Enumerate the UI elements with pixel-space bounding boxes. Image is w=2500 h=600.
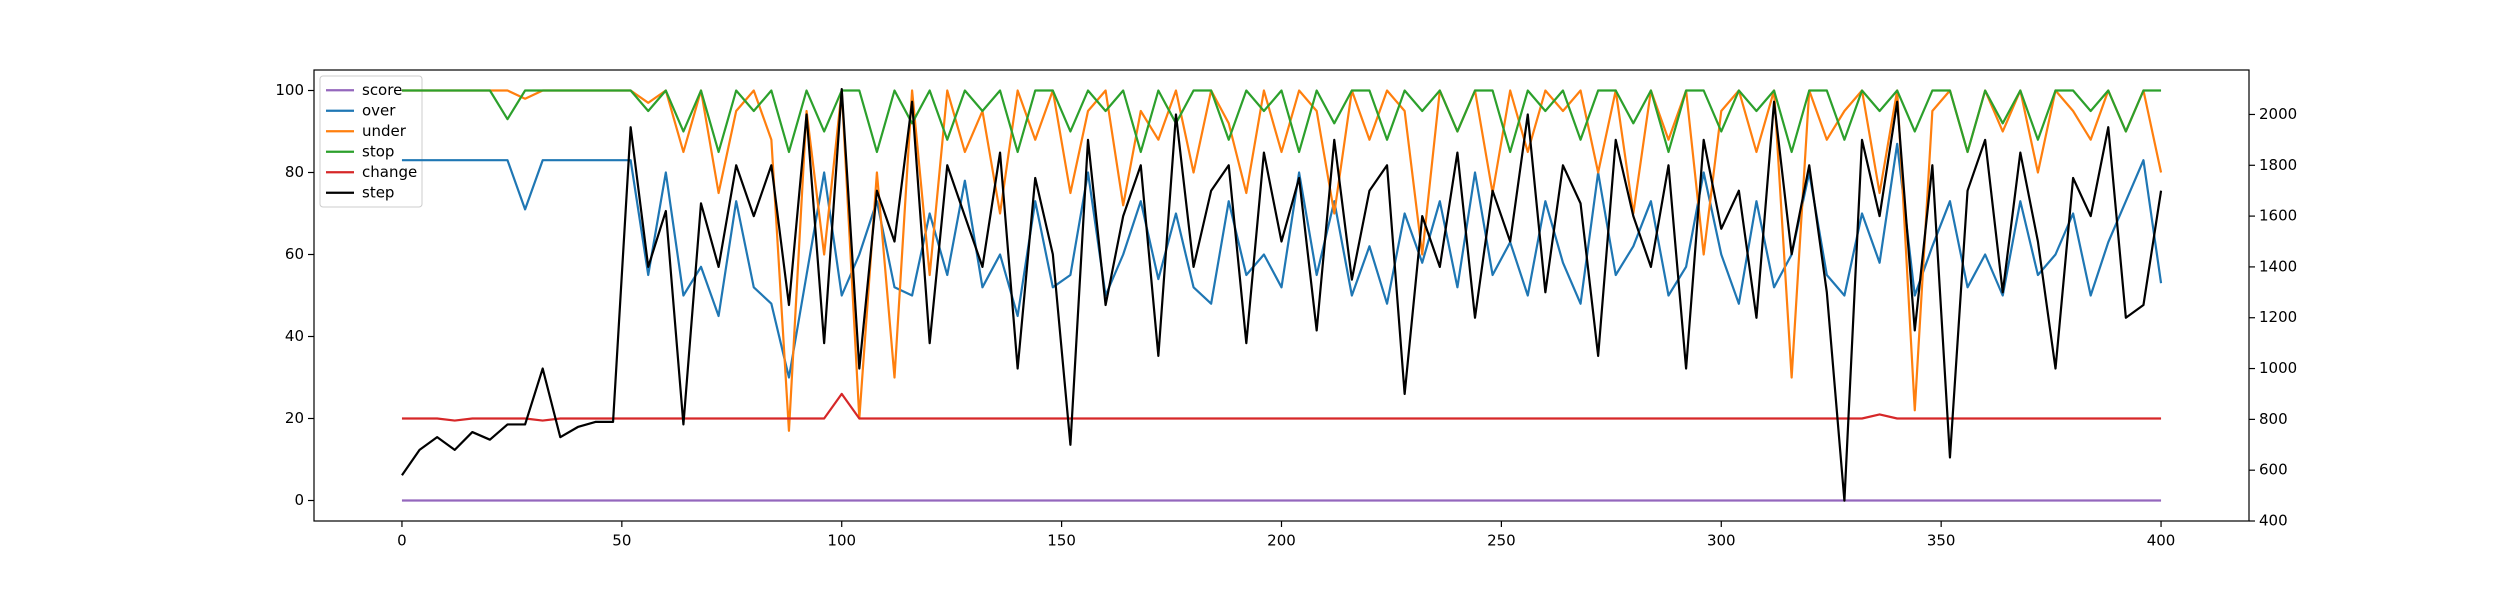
x-tick-label: 50 xyxy=(612,532,631,550)
y2-tick-label: 800 xyxy=(2259,410,2288,428)
series-line xyxy=(401,142,2163,379)
x-tick-label: 150 xyxy=(1047,532,1076,550)
legend-label: over xyxy=(362,101,396,119)
series-line xyxy=(401,89,2162,154)
y2-tick-label: 1200 xyxy=(2259,308,2297,326)
legend-label: stop xyxy=(362,142,394,160)
legend-label: score xyxy=(362,81,402,99)
x-tick-label: 0 xyxy=(397,532,407,550)
x-tick-label: 300 xyxy=(1707,532,1736,550)
plot-frame xyxy=(313,69,2250,522)
x-tick-label: 100 xyxy=(827,532,856,550)
y-tick-label: 60 xyxy=(285,245,304,263)
series-line xyxy=(401,89,2163,432)
y2-tick-label: 600 xyxy=(2259,461,2288,479)
y-tick-label: 20 xyxy=(285,409,304,427)
y2-tick-label: 2000 xyxy=(2259,105,2297,123)
legend-box xyxy=(319,75,423,208)
series-line xyxy=(401,87,2163,502)
x-tick-label: 350 xyxy=(1927,532,1956,550)
y-tick-label: 100 xyxy=(275,81,304,99)
y2-tick-label: 1800 xyxy=(2259,156,2297,174)
x-tick-label: 200 xyxy=(1267,532,1296,550)
legend-label: change xyxy=(362,163,417,181)
y2-tick-label: 1000 xyxy=(2259,359,2297,377)
y2-tick-label: 1400 xyxy=(2259,257,2297,275)
y-tick-label: 40 xyxy=(285,327,304,345)
y2-tick-label: 1600 xyxy=(2259,207,2297,225)
legend: score over under stop change step xyxy=(319,75,423,208)
legend-label: step xyxy=(362,183,394,201)
legend-label: under xyxy=(362,122,407,140)
y-tick-label: 80 xyxy=(285,163,304,181)
series-line xyxy=(401,392,2162,422)
x-tick-label: 250 xyxy=(1487,532,1516,550)
y-tick-label: 0 xyxy=(294,491,304,509)
y2-tick-label: 400 xyxy=(2259,512,2288,530)
x-tick-label: 400 xyxy=(2147,532,2176,550)
